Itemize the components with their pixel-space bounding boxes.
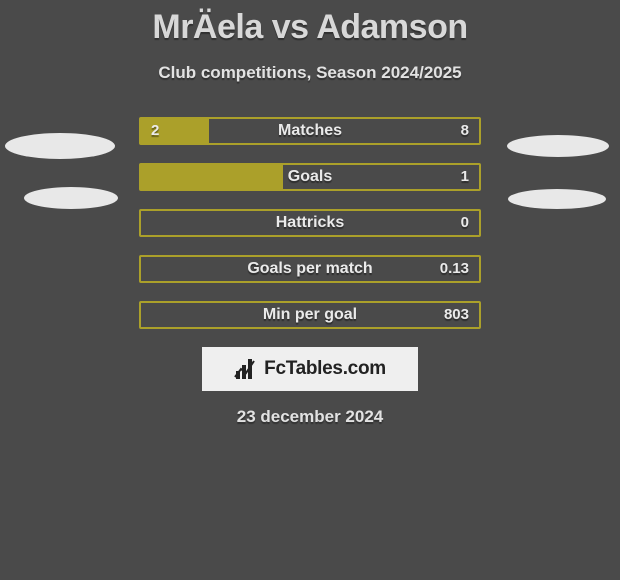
comparison-chart: 2Matches8 Goals1 Hattricks0 Goals per match… [0,117,620,329]
stat-bar: Hattricks0 [139,209,481,237]
stat-right-value: 0.13 [440,257,469,281]
bar-chart-icon [234,357,258,381]
stat-right-value: 1 [461,165,469,189]
stat-label: Matches [141,119,479,143]
stat-bar: 2Matches8 [139,117,481,145]
stat-bar: Goals per match0.13 [139,255,481,283]
stat-label: Min per goal [141,303,479,327]
date-label: 23 december 2024 [0,407,620,427]
player-avatar-left-2 [24,187,118,209]
player-avatar-left-1 [5,133,115,159]
stat-label: Hattricks [141,211,479,235]
stat-right-value: 0 [461,211,469,235]
stat-label: Goals [141,165,479,189]
player-avatar-right-2 [508,189,606,209]
branding-text: FcTables.com [264,358,386,380]
stat-bar: Min per goal803 [139,301,481,329]
branding-badge: FcTables.com [202,347,418,391]
stat-right-value: 803 [444,303,469,327]
stat-right-value: 8 [461,119,469,143]
player-avatar-right-1 [507,135,609,157]
stat-label: Goals per match [141,257,479,281]
stat-bar: Goals1 [139,163,481,191]
page-title: MrÄela vs Adamson [0,0,620,47]
subtitle: Club competitions, Season 2024/2025 [0,63,620,83]
